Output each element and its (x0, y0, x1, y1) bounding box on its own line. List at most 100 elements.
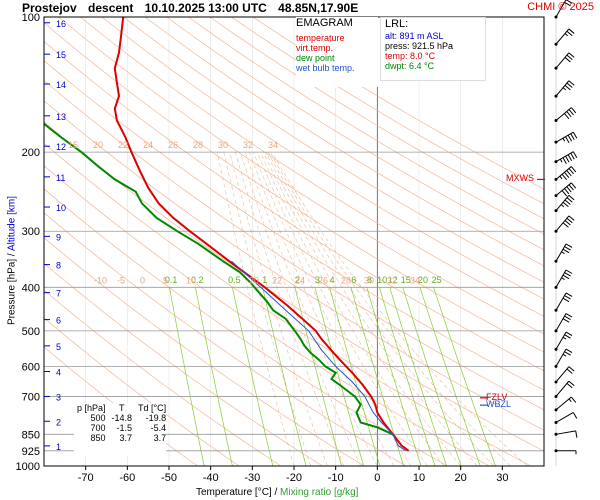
wind-barb-feather (566, 197, 573, 203)
mixing-ratio-label: 6 (351, 275, 356, 285)
mixing-ratio-label: 2 (295, 275, 300, 285)
table-cell: -5.4 (150, 423, 167, 433)
wind-barb-feather (564, 272, 571, 277)
adiabat-label: -5 (117, 275, 125, 285)
title-station: Prostejov (22, 1, 77, 15)
wind-barb (554, 107, 577, 122)
wind-barb-feather (564, 220, 571, 226)
wind-barb-staff (555, 166, 572, 180)
wind-barb-base (554, 364, 558, 368)
mixing-ratio-label: 20 (418, 275, 428, 285)
x-tick-label: 30 (496, 472, 508, 484)
wind-barb-feather (562, 222, 569, 228)
moist-adiabat-line (267, 152, 495, 466)
wind-barb-feather (572, 151, 578, 158)
wind-barb-feather (568, 366, 575, 372)
plot-layer: 0.1 0.2 0.5 1 2 3 4 6 8 10 12 15 20 25-10 -5 0 5 10 20 22 24… (44, 17, 544, 466)
wind-barb-base (554, 66, 558, 70)
wind-barb-feather (566, 217, 573, 224)
wind-barb-feather (564, 84, 571, 91)
wind-barb-feather (568, 109, 574, 116)
wind-barb-feather (570, 182, 577, 189)
wind-barb-feather (565, 331, 573, 337)
wind-barb-base (554, 308, 558, 312)
wind-barb (554, 0, 573, 19)
adiabat-label: 15 (68, 140, 78, 150)
adiabat-label: 0 (140, 275, 145, 285)
altitude-tick-label: 5 (56, 342, 61, 352)
wind-barb-feather (570, 166, 577, 173)
wind-barb (554, 182, 577, 198)
altitude-tick-label: 10 (56, 203, 66, 213)
x-tick-label: -10 (328, 472, 344, 484)
wind-barb-staff (555, 292, 567, 311)
lrl-temp: temp: 8.0 °C (385, 51, 436, 61)
lrl-title: LRL: (385, 18, 409, 30)
wind-barb-base (554, 140, 558, 144)
wind-barb-feather (564, 246, 571, 251)
wind-barb (554, 131, 578, 144)
table-cell: 500 (90, 413, 106, 423)
wind-barb-feather (564, 295, 571, 300)
altitude-tick-label: 9 (56, 232, 61, 242)
wind-barb-half-feather (561, 251, 565, 254)
wind-barb-half-feather (559, 175, 563, 180)
x-axis-label-sep: / (274, 487, 278, 498)
wind-barb-feather (565, 269, 573, 274)
altitude-tick-label: 6 (56, 316, 61, 326)
x-tick-label: 10 (413, 472, 425, 484)
wind-barb-base (554, 209, 558, 213)
adiabat-label: 5 (163, 275, 168, 285)
y-tick-label: 700 (22, 391, 40, 403)
adiabat-label: 10 (186, 275, 196, 285)
wind-barb-feather (565, 243, 573, 248)
wind-barb (554, 396, 577, 412)
wind-barb (554, 80, 575, 98)
table-cell: 3.7 (119, 433, 133, 443)
x-axis-label-mixing: Mixing ratio [g/kg] (280, 487, 359, 498)
altitude-tick-label: 2 (56, 417, 61, 427)
adiabat-label: 24 (295, 275, 305, 285)
wind-barb-feather (561, 173, 568, 180)
mixing-ratio-label: 3 (315, 275, 320, 285)
legend-item-virt-temp: virt.temp. (296, 43, 334, 53)
x-tick-label: 0 (374, 472, 380, 484)
y-tick-label: 850 (22, 429, 40, 441)
series-line-temperature (113, 17, 410, 452)
dry-adiabat-line (209, 17, 544, 220)
wind-barb (554, 366, 575, 384)
wind-barb-feather (564, 334, 571, 339)
y-tick-label: 100 (22, 12, 40, 24)
table-cell: -14.8 (111, 413, 133, 423)
wind-barb-base (554, 42, 558, 46)
table-row: 500 -14.8 -19.8 (74, 413, 169, 423)
altitude-tick-label: 7 (56, 289, 61, 299)
table-cell: 700 (90, 423, 106, 433)
wind-barb-feather (572, 412, 578, 419)
table-header-td: Td [°C] (138, 403, 167, 413)
series-line-dew-point (44, 122, 394, 436)
wind-barb-base (554, 394, 558, 398)
adiabat-label: 22 (272, 275, 282, 285)
adiabat-label: 28 (341, 275, 351, 285)
wind-barb-feather (562, 297, 570, 303)
wind-barb-feather (567, 134, 573, 142)
title-coords: 48.85N,17.90E (278, 1, 359, 15)
wind-barb (554, 348, 573, 368)
dry-adiabat-line (231, 17, 544, 205)
mixing-ratio-label: 15 (401, 275, 411, 285)
wind-barb-staff (555, 412, 574, 423)
wind-barb-staff (555, 0, 567, 18)
legend-item-temperature: temperature (296, 33, 345, 43)
wind-barb-feather (566, 383, 573, 389)
wind-barb-feather (572, 131, 578, 139)
adiabat-label: -10 (94, 275, 107, 285)
wind-barb-feather (566, 111, 572, 118)
wind-barb (554, 194, 575, 213)
title-profile-type: descent (88, 1, 134, 15)
series-line-wet-bulb-temp- (231, 260, 406, 452)
table-header-t: T (119, 403, 125, 413)
x-tick-label: -30 (244, 472, 260, 484)
chart-title: Prostejov descent 10.10.2025 13:00 UTC 4… (22, 1, 366, 15)
mixing-ratio-label: 0.1 (165, 275, 178, 285)
